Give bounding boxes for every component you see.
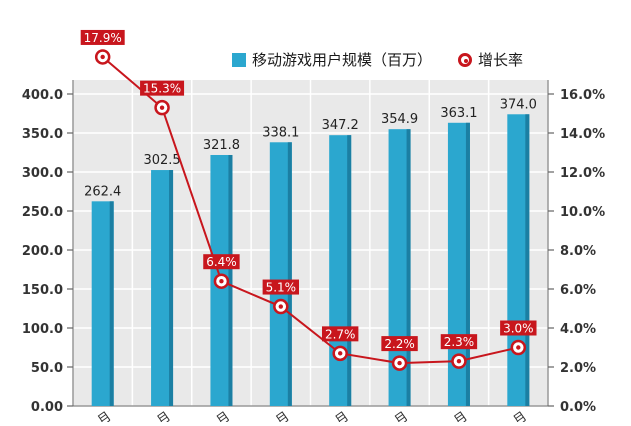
bar-value-label: 338.1 [262, 125, 299, 140]
bar-shade [347, 135, 352, 406]
growth-label-box [381, 336, 418, 352]
bar [269, 142, 292, 407]
right-axis-tick-label: 0.0% [560, 400, 596, 415]
growth-point-center [219, 279, 224, 284]
bar-shade [406, 129, 411, 407]
legend-bar-swatch [232, 52, 246, 67]
bar [151, 170, 174, 406]
bar-shade [465, 122, 470, 407]
bar-value-label: 347.2 [322, 118, 359, 133]
legend: 移动游戏用户规模（百万） 增长率 [232, 49, 523, 70]
left-axis-tick-label: 150.0 [22, 283, 63, 298]
x-axis-tick-label: 月 [95, 409, 114, 422]
growth-value-label: 6.4% [206, 255, 237, 269]
growth-value-label: 2.2% [384, 337, 415, 351]
x-axis-tick-label: 月 [214, 409, 233, 422]
bar-value-label: 363.1 [440, 106, 477, 121]
bar-shade [287, 142, 292, 407]
left-axis-tick-label: 300.0 [22, 166, 63, 181]
right-axis-tick-label: 14.0% [560, 127, 605, 142]
growth-value-label: 3.0% [503, 322, 534, 336]
growth-point-center [516, 345, 521, 350]
legend-line-label: 增长率 [478, 51, 524, 69]
left-axis-tick-label: 200.0 [22, 244, 63, 259]
growth-point-center [397, 360, 402, 366]
growth-label-box [80, 29, 125, 45]
left-axis-tick-label: 350.0 [22, 127, 63, 142]
right-axis-tick-label: 4.0% [560, 322, 596, 337]
legend-line-swatch [458, 52, 473, 67]
left-axis-tick-label: 400.0 [22, 88, 63, 103]
bar-value-label: 321.8 [203, 138, 240, 153]
left-axis-tick-label: 250.0 [22, 205, 63, 220]
left-axis-tick-label: 100.0 [22, 322, 63, 337]
growth-label-box [203, 254, 240, 270]
growth-line [102, 56, 519, 365]
right-axis-tick-label: 2.0% [560, 361, 596, 376]
x-axis-tick-label: 月 [154, 409, 173, 422]
growth-value-label: 2.7% [325, 327, 356, 341]
growth-value-label: 5.1% [266, 281, 297, 295]
left-axis-tick-label: 0.00 [31, 400, 63, 415]
right-axis-tick-label: 8.0% [560, 244, 596, 259]
growth-label-box [500, 320, 537, 336]
growth-label-box [262, 279, 300, 295]
left-axis-tick-label: 50.0 [31, 361, 63, 376]
growth-point-center [100, 54, 105, 60]
growth-label-box [140, 80, 185, 96]
x-axis-tick-label: 月 [451, 409, 470, 422]
growth-point-center [456, 358, 462, 364]
growth-point-center [278, 304, 284, 309]
x-axis-tick-label: 月 [511, 409, 530, 422]
x-axis-tick-label: 月 [333, 409, 352, 422]
right-axis-tick-label: 12.0% [560, 166, 605, 181]
bar-value-label: 302.5 [143, 153, 180, 168]
bar-value-label: 374.0 [500, 97, 537, 112]
growth-value-label: 15.3% [143, 82, 181, 96]
growth-value-label: 17.9% [84, 31, 122, 45]
bar-value-label: 262.4 [84, 184, 121, 199]
growth-value-label: 2.3% [444, 335, 475, 349]
x-axis-tick-label: 月 [392, 409, 411, 422]
bar-shade [228, 154, 233, 406]
growth-point-center [159, 105, 165, 110]
growth-label-box [440, 334, 478, 350]
right-axis-tick-label: 6.0% [560, 283, 596, 298]
growth-label-box [321, 326, 359, 342]
right-axis-tick-label: 16.0% [560, 88, 605, 103]
right-axis-tick-label: 10.0% [560, 205, 605, 220]
bar-value-label: 354.9 [381, 112, 418, 127]
bar-shade [109, 201, 114, 406]
growth-point-center [337, 351, 343, 356]
legend-bar-label: 移动游戏用户规模（百万） [252, 51, 433, 69]
x-axis-tick-label: 月 [273, 409, 292, 422]
bar-shade [169, 170, 174, 406]
bar [91, 201, 114, 406]
bar-shade [525, 114, 530, 406]
